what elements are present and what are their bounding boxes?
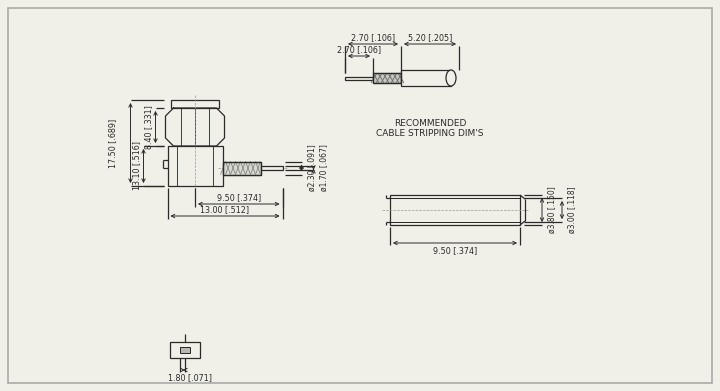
Text: 9.50 [.374]: 9.50 [.374] <box>217 194 261 203</box>
Text: CABLE STRIPPING DIM'S: CABLE STRIPPING DIM'S <box>377 129 484 138</box>
Bar <box>261 166 282 170</box>
Text: 13.10 [.516]: 13.10 [.516] <box>132 142 141 190</box>
Bar <box>222 161 261 174</box>
Text: RECOMMENDED: RECOMMENDED <box>394 118 466 127</box>
Bar <box>401 70 451 86</box>
Bar <box>390 195 520 225</box>
Bar <box>168 146 222 186</box>
Text: 9.50 [.374]: 9.50 [.374] <box>433 246 477 255</box>
Bar <box>170 342 200 358</box>
Text: 5.20 [.205]: 5.20 [.205] <box>408 34 452 43</box>
Text: 2.70 [.106]: 2.70 [.106] <box>337 45 381 54</box>
Bar <box>345 77 373 79</box>
Text: ø1.70 [.067]: ø1.70 [.067] <box>319 145 328 192</box>
Ellipse shape <box>446 70 456 86</box>
Text: 2.70 [.106]: 2.70 [.106] <box>351 34 395 43</box>
Bar <box>373 73 401 83</box>
Text: 1.80 [.071]: 1.80 [.071] <box>168 373 212 382</box>
Text: ø2.30 [.091]: ø2.30 [.091] <box>307 145 316 191</box>
Bar <box>180 347 190 353</box>
Bar <box>171 100 219 108</box>
Text: 13.00 [.512]: 13.00 [.512] <box>200 206 250 215</box>
Text: 17.50 [.689]: 17.50 [.689] <box>108 118 117 168</box>
Text: 8.40 [.331]: 8.40 [.331] <box>144 105 153 149</box>
Bar <box>222 161 261 174</box>
Text: ø3.00 [.118]: ø3.00 [.118] <box>567 187 577 233</box>
Text: ø3.80 [.150]: ø3.80 [.150] <box>547 187 557 233</box>
Bar <box>373 73 401 83</box>
